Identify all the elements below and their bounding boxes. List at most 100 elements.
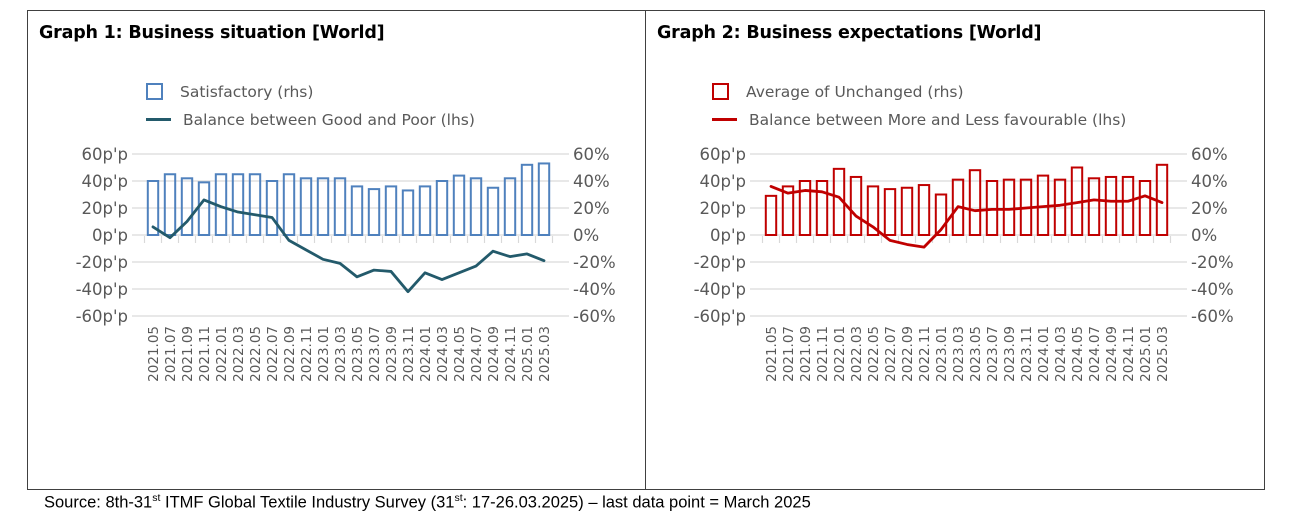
svg-text:60p'p: 60p'p: [700, 145, 746, 164]
svg-text:60p'p: 60p'p: [82, 145, 128, 164]
svg-text:2024.11: 2024.11: [1121, 326, 1137, 382]
svg-text:2022.01: 2022.01: [214, 326, 230, 382]
svg-text:2024.07: 2024.07: [1087, 326, 1103, 382]
svg-text:2023.11: 2023.11: [1019, 326, 1035, 382]
svg-text:2025.03: 2025.03: [1155, 326, 1171, 382]
svg-text:0p'p: 0p'p: [710, 226, 746, 245]
svg-text:2022.11: 2022.11: [299, 326, 315, 382]
source-note: Source: 8th-31st ITMF Global Textile Ind…: [44, 492, 811, 513]
source-text: Source: 8th-31: [44, 493, 153, 512]
svg-text:2024.09: 2024.09: [486, 326, 502, 382]
svg-text:2022.09: 2022.09: [900, 326, 916, 382]
svg-text:2023.03: 2023.03: [951, 326, 967, 382]
svg-text:-40p'p: -40p'p: [76, 280, 128, 299]
svg-text:-40p'p: -40p'p: [694, 280, 746, 299]
source-text: : 17-26.03.2025) – last data point = Mar…: [462, 493, 811, 512]
svg-text:40p'p: 40p'p: [82, 172, 128, 191]
page-title-graph2: Graph 2: Business expectations [World]: [657, 23, 1042, 43]
svg-text:20p'p: 20p'p: [700, 199, 746, 218]
source-superscript: st: [454, 492, 463, 504]
svg-text:-40%: -40%: [1191, 280, 1234, 299]
svg-text:2024.01: 2024.01: [418, 326, 434, 382]
svg-text:2023.09: 2023.09: [1002, 326, 1018, 382]
svg-text:2023.05: 2023.05: [968, 326, 984, 382]
svg-text:2022.05: 2022.05: [866, 326, 882, 382]
svg-text:2025.01: 2025.01: [520, 326, 536, 382]
source-superscript: st: [152, 492, 161, 504]
svg-text:2022.01: 2022.01: [832, 326, 848, 382]
svg-text:2023.07: 2023.07: [367, 326, 383, 382]
svg-text:2021.07: 2021.07: [781, 326, 797, 382]
svg-text:2023.09: 2023.09: [384, 326, 400, 382]
page-title-graph1: Graph 1: Business situation [World]: [39, 23, 385, 43]
svg-text:20p'p: 20p'p: [82, 199, 128, 218]
svg-text:2022.07: 2022.07: [883, 326, 899, 382]
svg-text:2023.05: 2023.05: [350, 326, 366, 382]
svg-text:20%: 20%: [1191, 199, 1228, 218]
svg-text:2022.03: 2022.03: [231, 326, 247, 382]
svg-text:2023.03: 2023.03: [333, 326, 349, 382]
svg-text:2022.03: 2022.03: [849, 326, 865, 382]
svg-text:-20%: -20%: [1191, 253, 1234, 272]
legend-label: Balance between More and Less favourable…: [749, 110, 1127, 129]
svg-text:2022.11: 2022.11: [917, 326, 933, 382]
legend-label: Balance between Good and Poor (lhs): [183, 110, 475, 129]
svg-text:2021.11: 2021.11: [197, 326, 213, 382]
panel-business-expectations: Graph 2: Business expectations [World] A…: [646, 11, 1264, 489]
svg-text:60%: 60%: [1191, 145, 1228, 164]
svg-text:0%: 0%: [1191, 226, 1217, 245]
svg-text:2022.05: 2022.05: [248, 326, 264, 382]
legend-graph1: Satisfactory (rhs) Balance between Good …: [146, 82, 475, 129]
legend-item-satisfactory: Satisfactory (rhs): [146, 82, 475, 101]
legend-label: Satisfactory (rhs): [180, 82, 314, 101]
svg-text:2024.03: 2024.03: [1053, 326, 1069, 382]
svg-text:60%: 60%: [573, 145, 610, 164]
legend-item-average-unchanged: Average of Unchanged (rhs): [712, 82, 1126, 101]
svg-text:2021.09: 2021.09: [798, 326, 814, 382]
legend-label: Average of Unchanged (rhs): [746, 82, 964, 101]
svg-text:-60p'p: -60p'p: [694, 307, 746, 326]
svg-text:2024.03: 2024.03: [435, 326, 451, 382]
svg-text:2023.01: 2023.01: [934, 326, 950, 382]
legend-item-balance-good-poor: Balance between Good and Poor (lhs): [146, 110, 475, 129]
svg-text:2023.11: 2023.11: [401, 326, 417, 382]
svg-text:-20%: -20%: [573, 253, 616, 272]
legend-line-marker-icon: [712, 117, 737, 122]
svg-text:2024.07: 2024.07: [469, 326, 485, 382]
svg-text:-60%: -60%: [573, 307, 616, 326]
legend-item-balance-more-less: Balance between More and Less favourable…: [712, 110, 1126, 129]
charts-container: Graph 1: Business situation [World] Sati…: [27, 10, 1265, 490]
svg-text:2021.09: 2021.09: [180, 326, 196, 382]
svg-text:40p'p: 40p'p: [700, 172, 746, 191]
panel-business-situation: Graph 1: Business situation [World] Sati…: [28, 11, 646, 489]
svg-text:2024.05: 2024.05: [452, 326, 468, 382]
source-text: ITMF Global Textile Industry Survey (31: [160, 493, 455, 512]
svg-text:2022.07: 2022.07: [265, 326, 281, 382]
svg-text:2023.07: 2023.07: [985, 326, 1001, 382]
svg-text:2021.11: 2021.11: [815, 326, 831, 382]
svg-text:-60%: -60%: [1191, 307, 1234, 326]
svg-text:20%: 20%: [573, 199, 610, 218]
svg-text:2022.09: 2022.09: [282, 326, 298, 382]
legend-square-marker-icon: [712, 83, 729, 100]
svg-text:0%: 0%: [573, 226, 599, 245]
svg-text:0p'p: 0p'p: [92, 226, 128, 245]
business-expectations-chart: 60p'p 60% 40p'p 40% 20p'p 20% 0p'p 0% -20p'p -20%…: [694, 145, 1234, 382]
svg-text:2021.07: 2021.07: [163, 326, 179, 382]
legend-line-marker-icon: [146, 117, 171, 122]
svg-text:2021.05: 2021.05: [146, 326, 162, 382]
svg-text:-60p'p: -60p'p: [76, 307, 128, 326]
legend-graph2: Average of Unchanged (rhs) Balance betwe…: [712, 82, 1126, 129]
svg-text:2024.11: 2024.11: [503, 326, 519, 382]
svg-text:2025.01: 2025.01: [1138, 326, 1154, 382]
legend-square-marker-icon: [146, 83, 163, 100]
svg-text:2024.05: 2024.05: [1070, 326, 1086, 382]
svg-text:2023.01: 2023.01: [316, 326, 332, 382]
svg-text:2024.09: 2024.09: [1104, 326, 1120, 382]
svg-text:2021.05: 2021.05: [764, 326, 780, 382]
svg-text:40%: 40%: [1191, 172, 1228, 191]
business-situation-chart: 60p'p 60% 40p'p 40% 20p'p 20% 0p'p 0% -20p'p -20%…: [76, 145, 616, 382]
svg-text:-20p'p: -20p'p: [694, 253, 746, 272]
svg-text:2025.03: 2025.03: [537, 326, 553, 382]
